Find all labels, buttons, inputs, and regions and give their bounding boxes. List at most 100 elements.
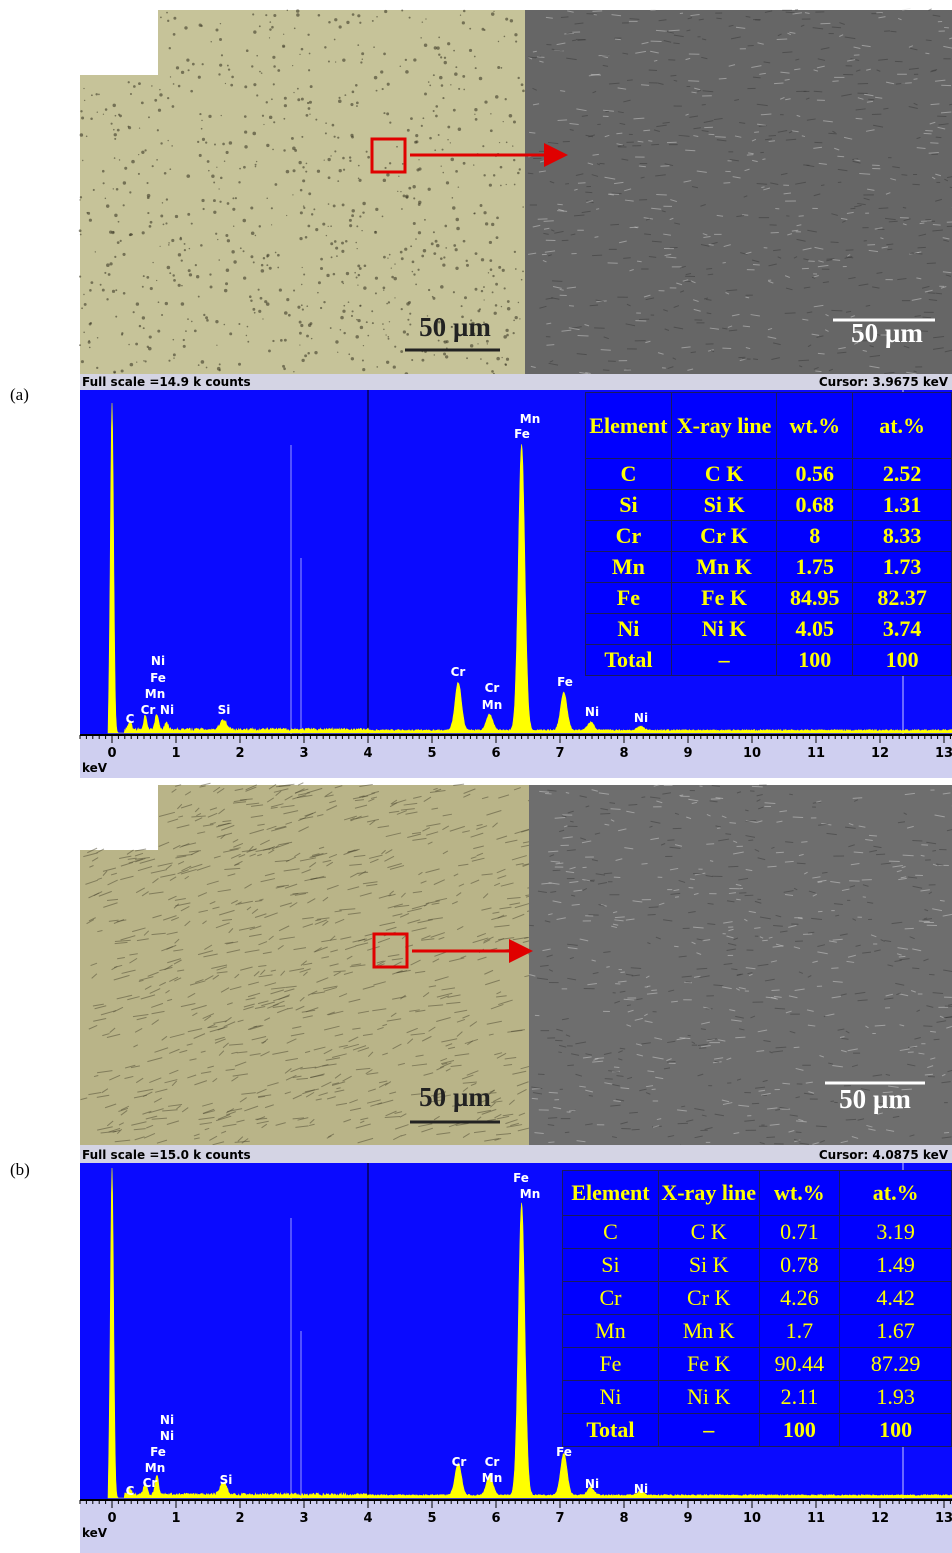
texture: [113, 129, 115, 131]
texture: [176, 66, 179, 69]
texture: [284, 97, 287, 100]
texture: [506, 334, 509, 337]
texture: [338, 97, 340, 99]
x-tick-label: 2: [235, 746, 244, 761]
texture: [372, 20, 374, 22]
texture: [421, 125, 423, 127]
texture: [360, 61, 362, 63]
texture: [383, 256, 386, 259]
texture: [354, 272, 356, 274]
texture: [519, 318, 520, 319]
table-cell: 84.95: [777, 583, 853, 614]
texture: [178, 284, 181, 287]
table-row: FeFe K90.4487.29: [563, 1348, 952, 1381]
texture: [570, 821, 573, 822]
texture: [596, 209, 599, 210]
texture: [578, 335, 589, 336]
texture: [86, 136, 88, 138]
texture: [108, 273, 111, 276]
texture: [173, 339, 175, 341]
texture: [560, 91, 565, 92]
texture: [424, 219, 426, 221]
texture: [475, 252, 478, 255]
texture: [567, 1065, 574, 1066]
texture: [201, 360, 205, 364]
texture: [286, 298, 289, 301]
x-tick-label: 5: [427, 1511, 436, 1526]
texture: [121, 332, 123, 334]
texture: [105, 198, 106, 199]
texture: [311, 338, 312, 339]
table-row: CrCr K88.33: [586, 521, 952, 552]
texture: [364, 264, 367, 267]
texture: [225, 282, 228, 285]
peak-label: Fe: [557, 675, 573, 689]
peak-label: Mn: [482, 698, 502, 712]
table-cell: Element: [586, 393, 672, 459]
texture: [170, 76, 171, 77]
texture: [337, 352, 338, 353]
texture: [283, 367, 286, 370]
texture: [330, 327, 332, 329]
texture: [215, 320, 218, 323]
x-tick-label: 12: [871, 746, 889, 761]
texture: [729, 823, 736, 824]
texture: [247, 341, 249, 343]
texture: [219, 201, 221, 203]
x-tick-label: 1: [171, 1511, 180, 1526]
texture: [503, 121, 504, 122]
table-cell: Element: [563, 1171, 659, 1216]
texture: [358, 179, 361, 182]
texture: [903, 855, 914, 856]
texture: [209, 273, 211, 275]
x-tick-label: 12: [871, 1511, 889, 1526]
texture: [219, 64, 222, 67]
texture: [446, 181, 449, 184]
texture: [533, 51, 537, 52]
texture: [167, 266, 171, 270]
texture: [925, 53, 929, 54]
texture: [273, 121, 275, 123]
texture: [306, 305, 308, 307]
texture: [517, 77, 519, 79]
texture: [283, 149, 285, 151]
texture: [199, 113, 201, 115]
texture: [769, 135, 776, 136]
texture: [90, 281, 93, 284]
texture: [89, 289, 92, 292]
texture: [159, 93, 162, 96]
texture: [920, 223, 925, 224]
texture: [474, 114, 475, 115]
full-scale: Full scale =14.9 k counts: [82, 375, 251, 389]
texture: [117, 241, 120, 244]
texture: [258, 289, 260, 291]
texture: [785, 842, 793, 843]
texture: [423, 249, 426, 252]
table-cell: 90.44: [759, 1348, 840, 1381]
texture: [651, 990, 657, 991]
texture: [421, 255, 424, 258]
texture: [96, 367, 98, 369]
texture: [188, 269, 191, 272]
texture: [641, 797, 645, 798]
texture: [142, 231, 145, 234]
texture: [350, 103, 353, 106]
x-tick-label: 10: [743, 1511, 761, 1526]
table-cell: Mn: [563, 1315, 659, 1348]
texture: [425, 18, 426, 19]
texture: [224, 160, 225, 161]
texture: [111, 123, 113, 125]
texture: [231, 250, 234, 253]
texture: [361, 52, 364, 55]
texture: [235, 197, 237, 199]
texture: [384, 167, 386, 169]
texture: [383, 289, 384, 290]
table-cell: 1.67: [840, 1315, 952, 1348]
texture: [569, 1111, 575, 1112]
texture: [247, 326, 249, 328]
texture: [801, 842, 807, 843]
texture: [537, 57, 545, 58]
texture: [558, 120, 567, 121]
texture: [318, 14, 321, 17]
texture: [91, 94, 93, 96]
